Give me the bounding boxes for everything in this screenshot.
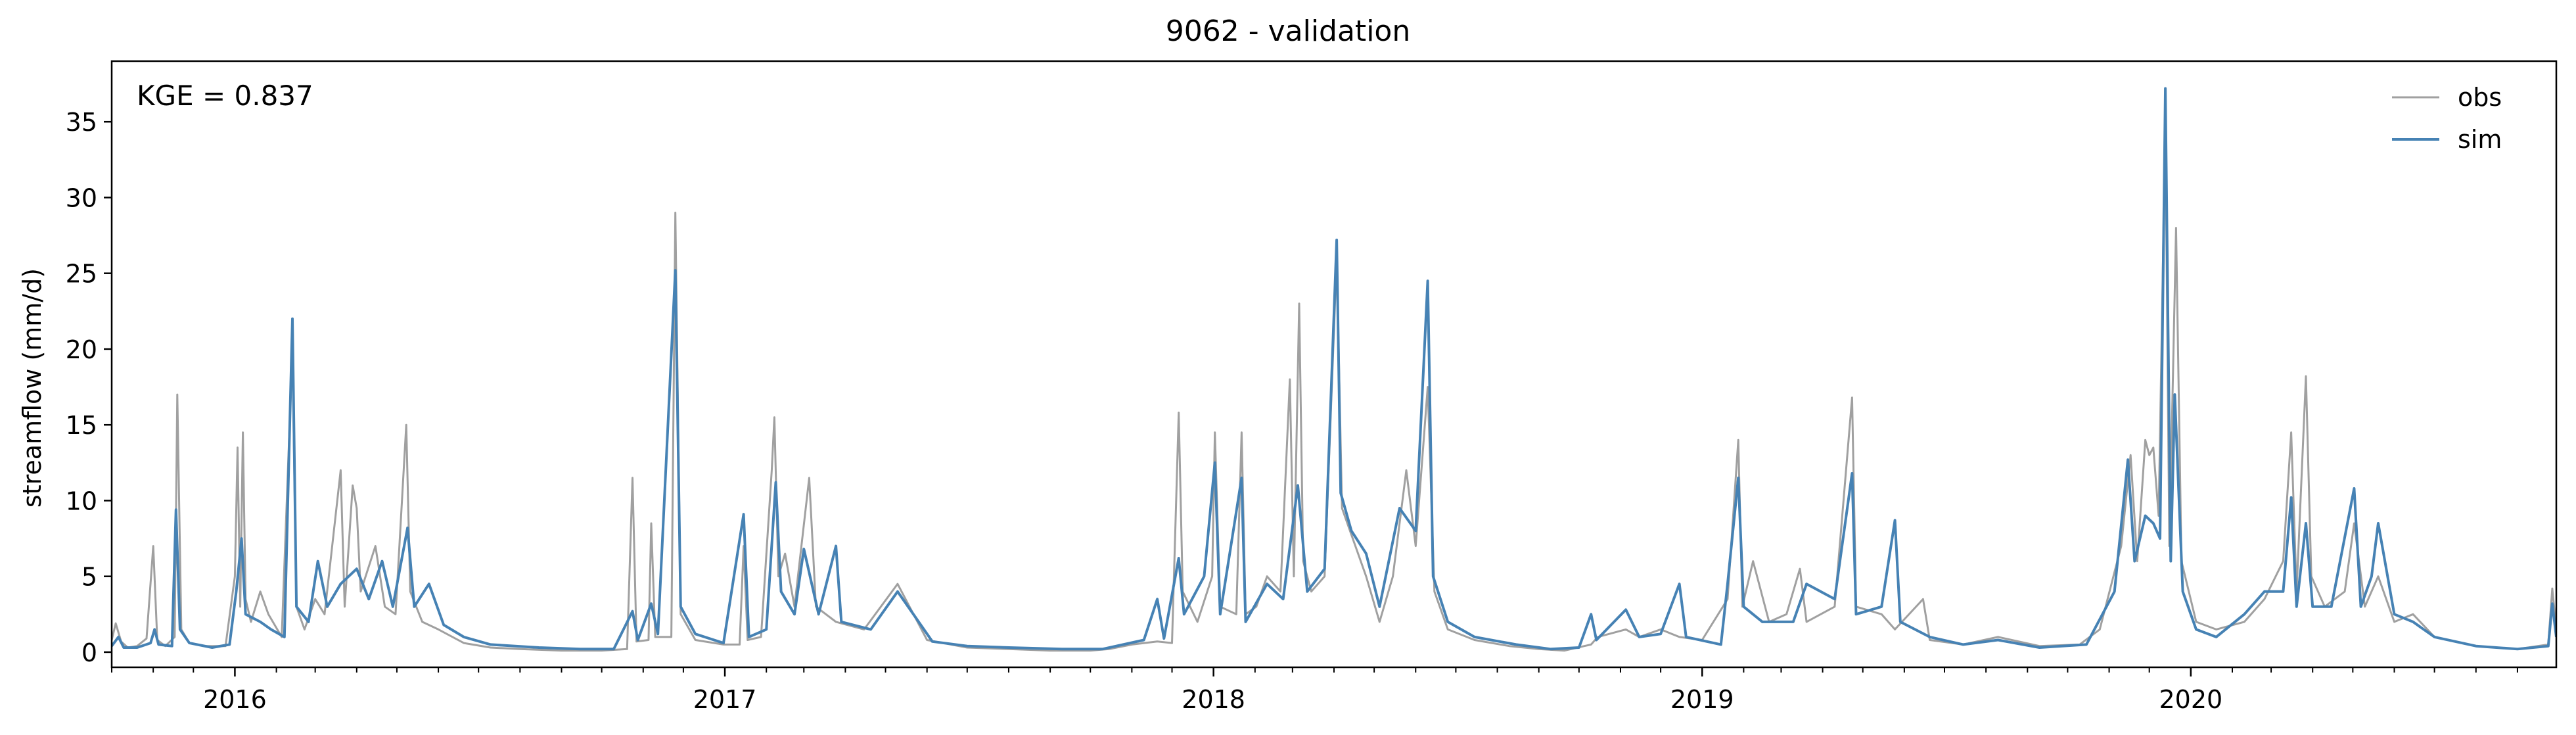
kge-annotation: KGE = 0.837: [137, 80, 313, 112]
x-tick-label: 2020: [2159, 685, 2222, 714]
y-tick-label: 35: [66, 108, 97, 137]
y-tick-label: 5: [81, 563, 97, 592]
legend-label-sim: sim: [2458, 125, 2502, 154]
y-axis: 0 5 10 15 20 25 30 35: [66, 108, 112, 667]
y-tick-label: 30: [66, 183, 97, 212]
legend-label-obs: obs: [2458, 83, 2502, 112]
x-axis: 2016 2017 2018 2019 2020: [111, 667, 2518, 714]
x-tick-label: 2019: [1670, 685, 1734, 714]
y-tick-label: 25: [66, 260, 97, 289]
y-axis-label: streamflow (mm/d): [18, 268, 47, 508]
y-tick-label: 20: [66, 335, 97, 364]
y-tick-label: 10: [66, 486, 97, 515]
x-tick-label: 2017: [693, 685, 757, 714]
y-tick-label: 0: [81, 638, 97, 667]
series-layer: [112, 87, 2556, 652]
y-tick-label: 15: [66, 411, 97, 440]
x-tick-label: 2016: [203, 685, 267, 714]
plot-area: [112, 87, 2556, 652]
chart-title: 9062 - validation: [1166, 14, 1410, 48]
x-tick-label: 2018: [1182, 685, 1245, 714]
legend: obs sim: [2392, 83, 2502, 154]
series-line-obs: [112, 120, 2556, 652]
series-line-sim: [112, 87, 2556, 651]
